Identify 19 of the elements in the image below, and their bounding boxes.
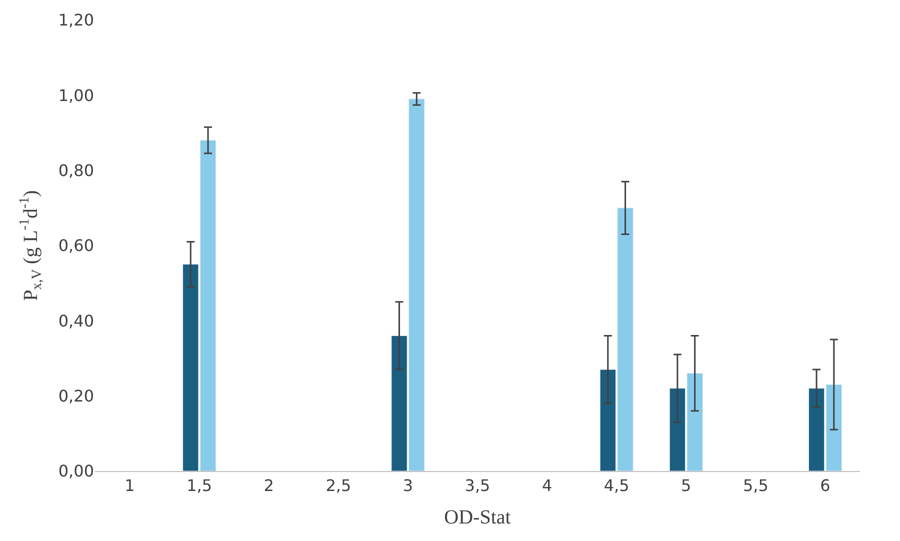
x-tick-label: 3 bbox=[402, 476, 414, 496]
y-tick-label: 0,00 bbox=[58, 462, 94, 481]
x-tick-label: 4 bbox=[542, 476, 552, 496]
y-tick-label: 0,60 bbox=[58, 236, 94, 256]
x-axis-title: OD-Stat bbox=[444, 506, 512, 529]
x-tick-label: 5 bbox=[681, 476, 692, 496]
y-tick-label: 0,20 bbox=[58, 386, 94, 406]
x-tick-label: 2,5 bbox=[326, 476, 352, 496]
y-tick-label: 1,20 bbox=[58, 10, 94, 30]
x-tick-label: 1,5 bbox=[186, 476, 212, 496]
y-tick-label: 0,40 bbox=[58, 311, 94, 330]
x-tick-label: 3,5 bbox=[464, 476, 490, 496]
y-tick-label: 1,00 bbox=[58, 86, 94, 105]
x-tick-label: 1 bbox=[124, 476, 135, 496]
y-tick-label: 0,80 bbox=[58, 160, 94, 180]
x-tick-label: 2 bbox=[264, 476, 274, 496]
x-tick-label: 4,5 bbox=[604, 476, 630, 496]
x-tick-label: 6 bbox=[820, 476, 830, 496]
x-tick-label: 5,5 bbox=[742, 476, 768, 496]
